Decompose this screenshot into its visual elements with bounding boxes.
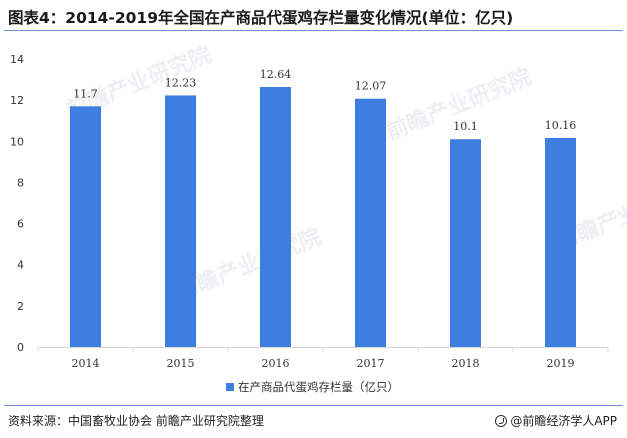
x-axis: 2014 2015 2016 2017 2018 2019 xyxy=(37,347,609,370)
brand-logo-icon xyxy=(495,415,508,427)
x-tick-label: 2017 xyxy=(357,357,385,370)
x-tick-label: 2015 xyxy=(167,357,195,370)
x-tick-label: 2014 xyxy=(72,357,100,370)
legend: 在产商品代蛋鸡存栏量（亿只） xyxy=(226,380,399,394)
legend-swatch xyxy=(226,383,234,391)
y-tick-label: 0 xyxy=(17,341,24,354)
bar xyxy=(260,86,291,347)
y-tick-label: 4 xyxy=(17,259,24,272)
footer-divider xyxy=(4,405,623,406)
data-label: 11.7 xyxy=(73,87,98,100)
bars xyxy=(70,86,576,348)
watermark-text: 前瞻产业研究院 xyxy=(383,64,536,146)
x-tick-label: 2018 xyxy=(452,357,480,370)
x-tick-label: 2019 xyxy=(547,357,575,370)
legend-label: 在产商品代蛋鸡存栏量（亿只） xyxy=(238,380,399,394)
title-divider xyxy=(4,30,623,31)
y-axis: 0 2 4 6 8 10 12 14 xyxy=(10,53,24,354)
x-tick-label: 2016 xyxy=(262,357,290,370)
bar xyxy=(450,139,481,347)
data-label: 10.1 xyxy=(453,120,478,133)
bar xyxy=(545,137,576,347)
brand-text: @前瞻经济学人APP xyxy=(510,414,617,428)
bar xyxy=(70,106,101,347)
data-label: 10.16 xyxy=(545,119,577,132)
bar xyxy=(165,95,196,347)
y-tick-label: 10 xyxy=(10,135,24,148)
data-label: 12.23 xyxy=(165,76,197,89)
brand-credit: @前瞻经济学人APP xyxy=(495,412,617,429)
y-tick-label: 14 xyxy=(10,53,24,66)
y-tick-label: 6 xyxy=(17,218,24,231)
y-tick-label: 2 xyxy=(17,300,24,313)
data-label: 12.64 xyxy=(260,68,292,81)
data-labels: 11.7 12.23 12.64 12.07 10.1 10.16 xyxy=(73,68,576,133)
y-tick-label: 8 xyxy=(17,176,24,189)
y-tick-label: 12 xyxy=(10,94,24,107)
chart-title: 图表4：2014-2019年全国在产商品代蛋鸡存栏量变化情况(单位：亿只) xyxy=(8,9,514,27)
data-label: 12.07 xyxy=(355,80,387,93)
source-note: 资料来源：中国畜牧业协会 前瞻产业研究院整理 xyxy=(8,414,264,428)
bar xyxy=(355,98,386,348)
